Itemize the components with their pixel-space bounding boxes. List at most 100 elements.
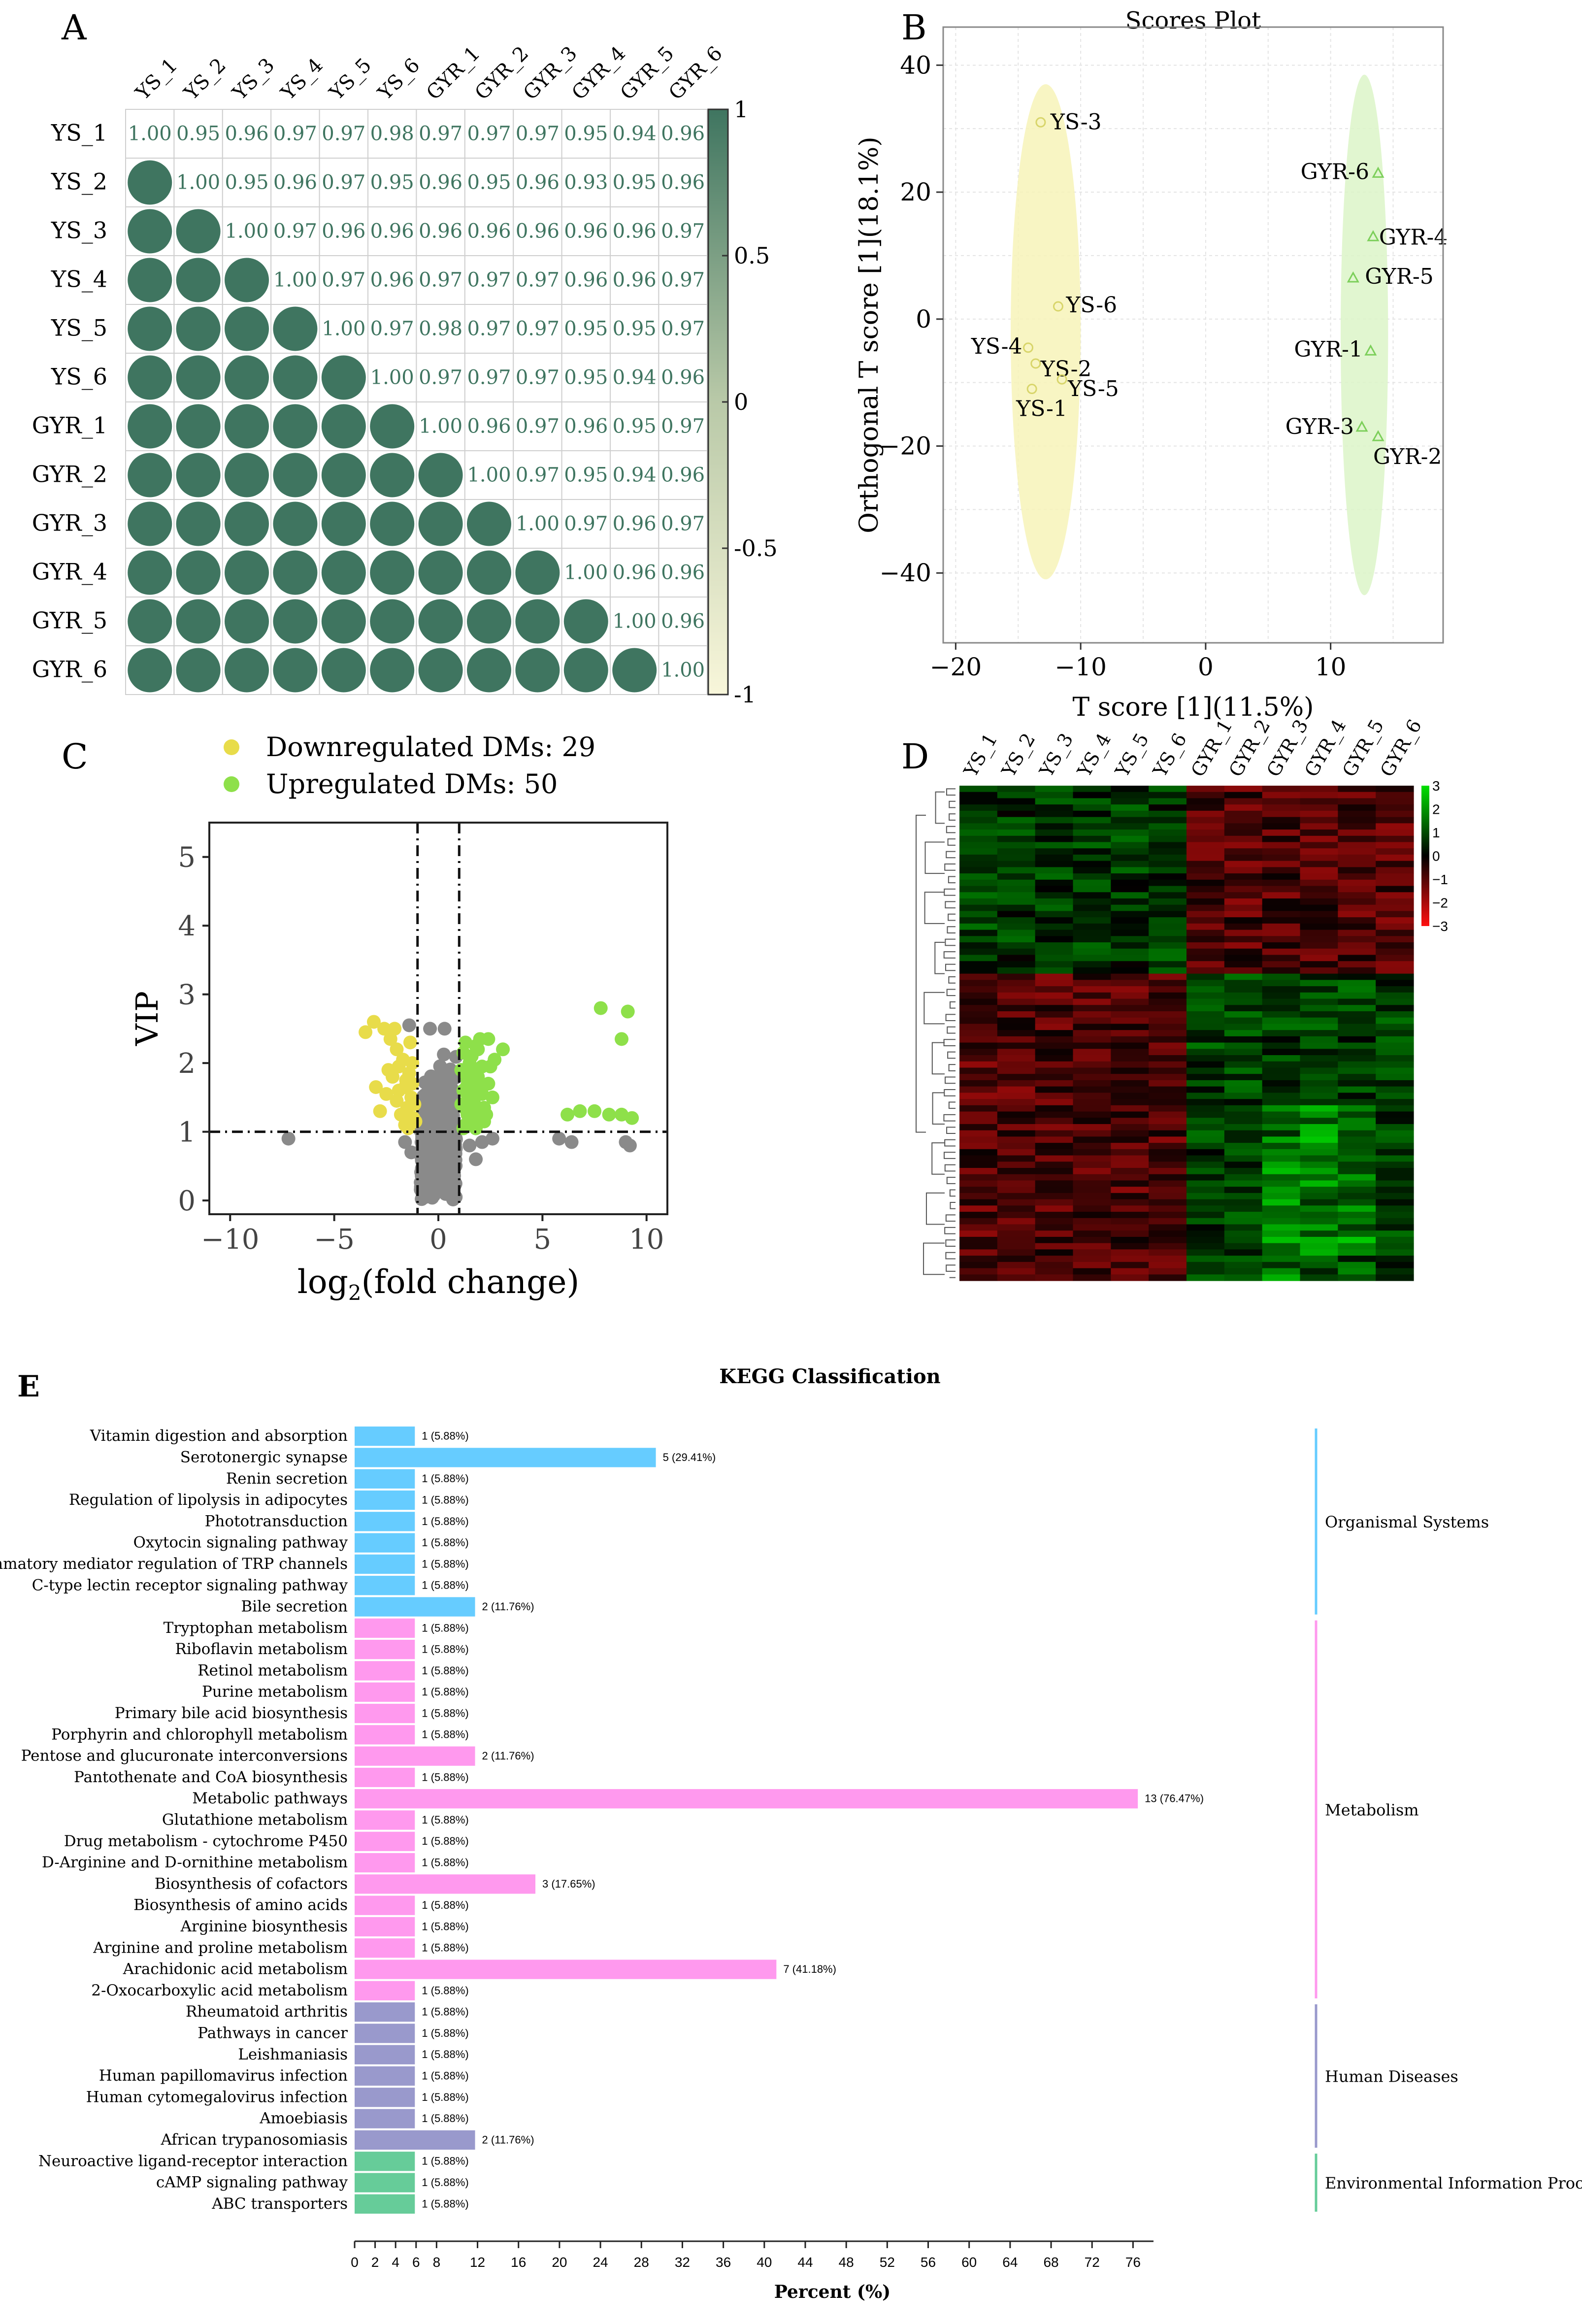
point-label: GYR-6 (1301, 159, 1369, 184)
correlation-value: 1.00 (273, 268, 317, 291)
heatmap-cell (1262, 1155, 1301, 1162)
heatmap-cell (1262, 986, 1301, 993)
volcano-point (615, 1032, 628, 1046)
matrix-cell (561, 353, 611, 402)
matrix-cell (610, 255, 659, 305)
heatmap-cell (959, 892, 998, 899)
nonsig-point (445, 1138, 459, 1153)
category-label: Amoebiasis (259, 2110, 348, 2127)
heatmap-cell (997, 1086, 1036, 1093)
heatmap-cell (959, 830, 998, 836)
heatmap-cell (1376, 1030, 1414, 1037)
correlation-circle (273, 355, 318, 400)
dendrogram-branch (944, 1164, 956, 1172)
heatmap-cell (1073, 1067, 1111, 1074)
bar-annotation: 1 (5.88%) (422, 2197, 468, 2210)
heatmap-cell (1300, 810, 1338, 818)
heatmap-cell (1338, 1067, 1376, 1074)
correlation-circle (563, 599, 608, 644)
heatmap-cell (1262, 1017, 1301, 1025)
heatmap-cell (1262, 1093, 1301, 1099)
heatmap-cell (1338, 1017, 1376, 1025)
heatmap-cell (1149, 1230, 1187, 1237)
group-ellipse (1340, 74, 1388, 596)
heatmap-cell (997, 1174, 1036, 1181)
matrix-cell (416, 206, 465, 256)
heatmap-cell (959, 1249, 998, 1256)
matrix-cell (270, 158, 320, 207)
matrix-cell (270, 206, 320, 256)
heatmap-cell (1376, 1136, 1414, 1143)
heatmap-cell (1073, 917, 1111, 924)
correlation-circle (418, 453, 463, 498)
heatmap-cell (1376, 1155, 1414, 1162)
x-tick-label: −10 (1055, 653, 1107, 681)
heatmap-cell (1262, 1174, 1301, 1181)
heatmap-cell (1111, 942, 1149, 949)
heatmap-cell (1186, 1024, 1225, 1030)
matrix-cell (416, 353, 465, 402)
heatmap-cell (1224, 1105, 1263, 1112)
heatmap-cell (1300, 1149, 1338, 1156)
heatmap-cell (1186, 955, 1225, 962)
correlation-value: 0.95 (176, 122, 220, 145)
correlation-value: 0.96 (613, 268, 657, 291)
bar-annotation: 1 (5.88%) (422, 1857, 468, 1869)
heatmap-cell (1300, 1130, 1338, 1137)
heatmap-cell (1376, 830, 1414, 836)
correlation-circle (321, 648, 366, 693)
heatmap-cell (1035, 911, 1074, 918)
heatmap-cell (1338, 904, 1376, 912)
matrix-cell (416, 255, 465, 305)
heatmap-cell (997, 1230, 1036, 1237)
heatmap-cell (1224, 1143, 1263, 1150)
score-point (1035, 117, 1046, 128)
heatmap-cell (1073, 861, 1111, 867)
bar-annotation: 1 (5.88%) (422, 2112, 468, 2125)
heatmap-cell (1073, 1205, 1111, 1212)
x-tick-label: 2 (371, 2255, 379, 2270)
category-bar (355, 1746, 475, 1766)
heatmap-cell (1111, 1099, 1149, 1106)
heatmap-cell (1376, 1224, 1414, 1231)
matrix-cell (319, 304, 368, 354)
x-axis-label-rest: (fold change) (362, 1263, 580, 1301)
heatmap-cell (1149, 830, 1187, 836)
heatmap-cell (1035, 1067, 1074, 1074)
heatmap-cell (1149, 1256, 1187, 1262)
heatmap-cell (1035, 1149, 1074, 1156)
heatmap-cell (1149, 861, 1187, 867)
heatmap-cell (959, 886, 998, 893)
heatmap-cell (1338, 1042, 1376, 1049)
heatmap-cell (959, 1105, 998, 1112)
heatmap-cell (959, 798, 998, 805)
heatmap-cell (997, 1136, 1036, 1143)
heatmap-cell (1186, 1262, 1225, 1269)
heatmap-cell (1111, 998, 1149, 1005)
category-bar (355, 2066, 415, 2086)
heatmap-cell (1111, 1093, 1149, 1099)
heatmap-cell (1111, 1162, 1149, 1168)
heatmap-cell (1035, 1168, 1074, 1175)
volcano-point (471, 1042, 485, 1057)
heatmap-cell (1338, 1105, 1376, 1112)
heatmap-cell (1300, 1236, 1338, 1244)
heatmap-cell (1035, 1074, 1074, 1081)
row-label: GYR_6 (32, 656, 107, 682)
heatmap-cell (1111, 804, 1149, 811)
matrix-cell (610, 450, 659, 500)
heatmap-cell (959, 1042, 998, 1049)
correlation-value: 0.94 (613, 366, 657, 389)
heatmap-cell (1338, 1218, 1376, 1225)
column-label: GYR_6 (664, 42, 727, 104)
heatmap-cell (1111, 898, 1149, 905)
heatmap-cell (1262, 1036, 1301, 1043)
dendrogram-branch (931, 1042, 945, 1075)
correlation-value: 0.95 (613, 415, 657, 437)
correlation-value: 0.97 (661, 268, 705, 291)
heatmap-cell (959, 1111, 998, 1118)
row-label: YS_1 (51, 119, 107, 146)
heatmap-cell (1300, 835, 1338, 843)
heatmap-cell (1111, 1042, 1149, 1049)
heatmap-cell (1300, 1011, 1338, 1018)
